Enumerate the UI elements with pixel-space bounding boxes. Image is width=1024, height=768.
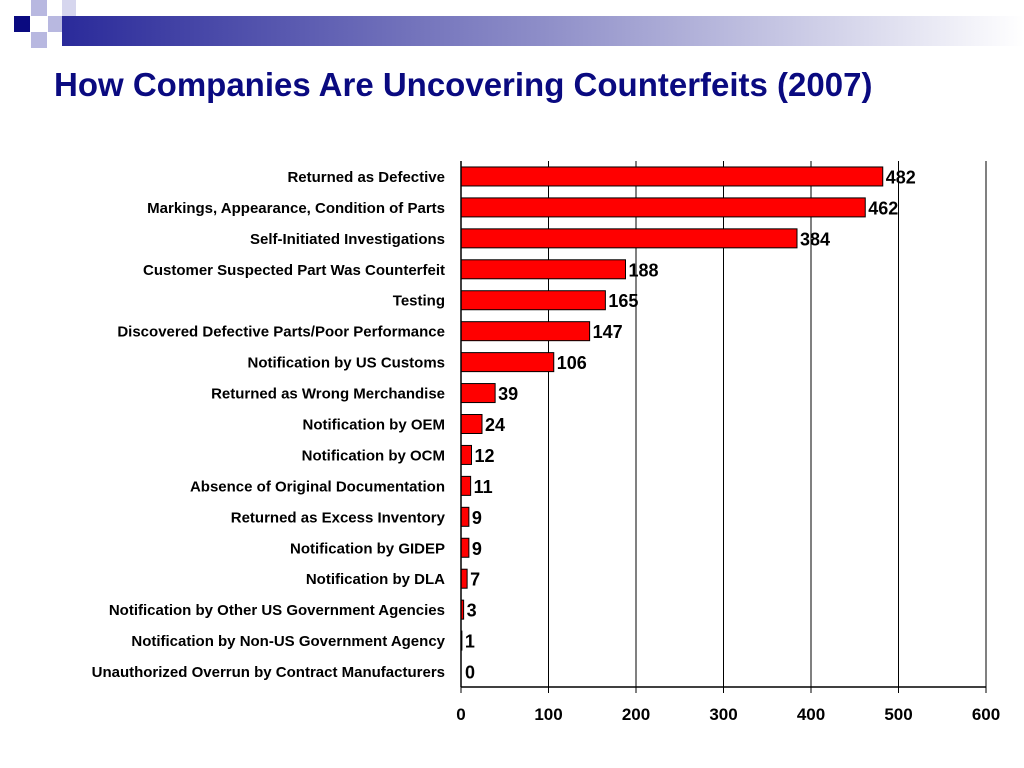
data-label: 3 (467, 601, 477, 621)
bar (460, 506, 470, 527)
category-label: Notification by US Customs (247, 355, 445, 372)
category-label: Notification by Other US Government Agen… (109, 602, 445, 619)
data-labels: 482 462 384 188 165 147 106 39 24 12 11 9 9 7 3 1 0 (465, 167, 916, 682)
category-label: Self-Initiated Investigations (250, 231, 445, 248)
data-label: 12 (475, 446, 495, 466)
bar (460, 290, 606, 311)
data-label: 147 (593, 322, 623, 342)
data-label: 9 (472, 539, 482, 559)
x-tick-label: 600 (972, 705, 1000, 724)
deco-square-light (31, 0, 47, 16)
category-label: Unauthorized Overrun by Contract Manufac… (92, 664, 445, 681)
category-label: Returned as Wrong Merchandise (211, 386, 445, 403)
bar (460, 444, 472, 465)
bar (460, 537, 470, 558)
bar (460, 568, 468, 589)
bar (460, 475, 472, 496)
bars (460, 166, 884, 651)
category-label: Returned as Excess Inventory (231, 509, 446, 526)
x-tick-label: 0 (456, 705, 465, 724)
bar (460, 321, 591, 342)
data-label: 9 (472, 508, 482, 528)
bar (460, 228, 798, 249)
data-label: 11 (474, 477, 493, 497)
category-label: Returned as Defective (287, 169, 445, 186)
slide-title: How Companies Are Uncovering Counterfeit… (54, 66, 873, 103)
category-label: Notification by GIDEP (290, 540, 445, 557)
x-tick-label: 300 (709, 705, 737, 724)
bar (460, 166, 884, 187)
data-label: 384 (800, 229, 830, 249)
x-tick-label: 200 (622, 705, 650, 724)
data-label: 482 (886, 167, 916, 187)
bar (460, 414, 483, 434)
category-label: Notification by OCM (302, 447, 445, 464)
x-tick-label: 400 (797, 705, 825, 724)
x-tick-label: 100 (534, 705, 562, 724)
corner-decoration (14, 0, 1024, 48)
data-label: 1 (465, 632, 475, 652)
deco-square-mid (62, 0, 76, 16)
x-tick-label: 500 (884, 705, 912, 724)
data-label: 7 (470, 570, 480, 590)
category-label: Notification by Non-US Government Agency (131, 633, 445, 650)
category-label: Notification by OEM (303, 417, 446, 434)
gridlines (548, 161, 987, 687)
x-axis: 0 100 200 300 400 500 600 (456, 161, 1000, 724)
category-label: Markings, Appearance, Condition of Parts (147, 200, 445, 217)
bar (460, 352, 555, 373)
category-label: Absence of Original Documentation (190, 478, 445, 495)
data-label: 0 (465, 663, 475, 683)
deco-square-light (31, 32, 47, 48)
header-gradient-band (62, 16, 1024, 46)
bar (460, 197, 866, 218)
bar (460, 259, 626, 280)
category-labels: Returned as Defective Markings, Appearanc… (92, 169, 446, 681)
data-label: 462 (868, 198, 898, 218)
deco-square-dark (14, 16, 30, 32)
data-label: 39 (498, 384, 518, 404)
bar (460, 383, 496, 404)
category-label: Customer Suspected Part Was Counterfeit (143, 262, 445, 279)
deco-square-light (48, 16, 62, 32)
data-label: 188 (629, 260, 659, 280)
category-label: Discovered Defective Parts/Poor Performa… (117, 324, 445, 341)
category-label: Testing (393, 293, 445, 310)
data-label: 106 (557, 353, 587, 373)
category-label: Notification by DLA (306, 571, 445, 588)
data-label: 24 (485, 415, 505, 435)
data-label: 165 (608, 291, 638, 311)
